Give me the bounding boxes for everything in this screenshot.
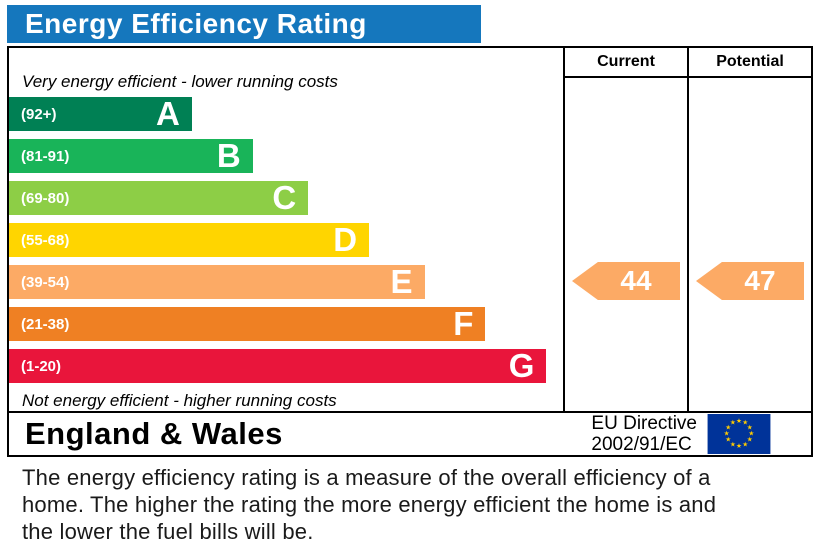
footer-bar: England & Wales EU Directive 2002/91/EC …	[7, 411, 813, 457]
eu-directive-label: EU Directive 2002/91/EC	[591, 413, 697, 455]
eu-flag: ★ ★★★★★★★★★★★	[707, 414, 771, 454]
svg-text:★: ★	[736, 418, 742, 425]
current-header: Current	[565, 48, 687, 78]
band-range: (21-38)	[21, 315, 70, 333]
band-range: (81-91)	[21, 147, 70, 165]
band-bar-b: (81-91) B	[9, 139, 253, 173]
svg-text:★: ★	[736, 443, 742, 450]
potential-rating-value: 47	[744, 265, 776, 296]
eu-flag-field	[707, 414, 771, 454]
top-note: Very energy efficient - lower running co…	[22, 72, 338, 91]
band-bar-a: (92+) A	[9, 97, 192, 131]
svg-text:★: ★	[747, 437, 753, 444]
band-bar-g: (1-20) G	[9, 347, 547, 384]
svg-text:★: ★	[725, 437, 731, 444]
band-row: (69-80) C	[9, 181, 563, 215]
band-row: (81-91) B	[9, 139, 563, 173]
band-range: (39-54)	[21, 273, 70, 291]
svg-text:★: ★	[742, 441, 748, 448]
band-letter: A	[155, 95, 180, 132]
bottom-note: Not energy efficient - higher running co…	[22, 391, 337, 410]
band-bar-e: (39-54) E	[9, 265, 425, 299]
band-letter: G	[508, 347, 535, 384]
potential-header: Potential	[689, 48, 811, 78]
bands-column: Very energy efficient - lower running co…	[9, 48, 563, 411]
svg-text:★: ★	[748, 431, 754, 438]
current-rating-arrow: 44	[572, 262, 680, 300]
description-text: The energy efficiency rating is a measur…	[22, 465, 717, 544]
band-bar-f: (21-38) F	[9, 305, 486, 342]
eu-directive-line2: 2002/91/EC	[591, 434, 692, 455]
band-row: (39-54) E	[9, 265, 563, 299]
page-title: Energy Efficiency Rating	[7, 5, 481, 43]
eu-directive-line1: EU Directive	[591, 413, 697, 434]
band-range: (1-20)	[21, 357, 62, 375]
band-range: (69-80)	[21, 189, 70, 207]
band-row: (21-38) F	[9, 307, 563, 341]
svg-text:★: ★	[724, 431, 730, 438]
band-range: (92+)	[21, 105, 57, 123]
band-row: (1-20) G	[9, 349, 563, 383]
band-bar-c: (69-80) C	[9, 179, 309, 216]
current-column: Current 44	[563, 48, 687, 411]
band-range: (55-68)	[21, 231, 70, 249]
potential-column: Potential 47	[687, 48, 811, 411]
svg-text:★: ★	[742, 420, 748, 427]
band-row: (55-68) D	[9, 223, 563, 257]
band-row: (92+) A	[9, 97, 563, 131]
band-letter: F	[453, 305, 474, 342]
band-bar-d: (55-68) D	[9, 221, 370, 258]
region-label: England & Wales	[25, 416, 283, 451]
svg-text:★: ★	[747, 424, 753, 431]
band-letter: E	[390, 263, 413, 300]
potential-rating-arrow: 47	[696, 262, 804, 300]
band-letter: B	[216, 137, 241, 174]
svg-text:★: ★	[725, 424, 731, 431]
band-letter: C	[272, 179, 297, 216]
svg-text:★: ★	[730, 420, 736, 427]
band-letter: D	[333, 221, 358, 258]
current-rating-value: 44	[620, 265, 652, 296]
rating-chart: Very energy efficient - lower running co…	[7, 46, 813, 413]
svg-text:★: ★	[730, 441, 736, 448]
